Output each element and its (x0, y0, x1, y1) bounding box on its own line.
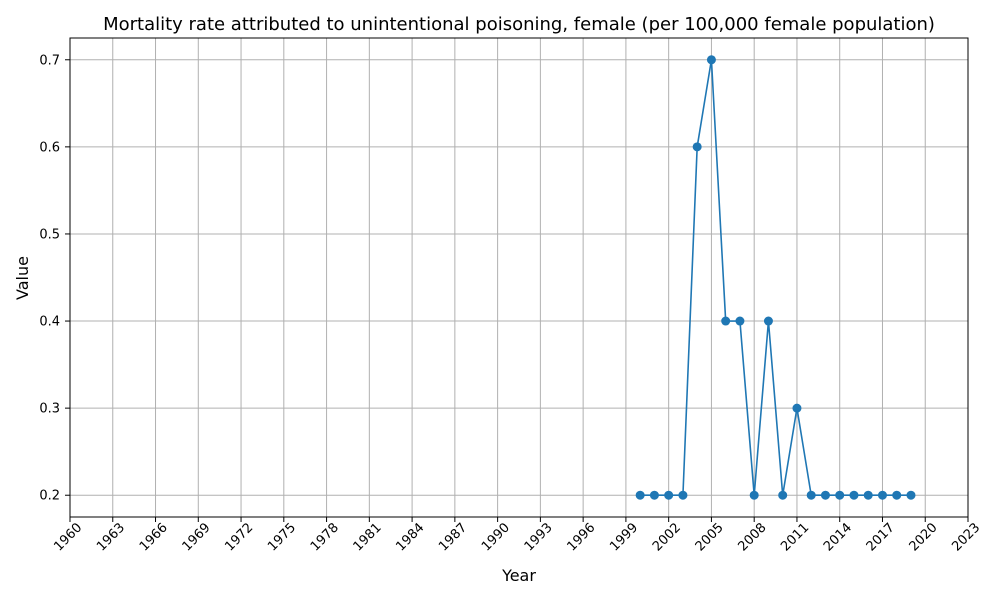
x-tick-label: 2011 (778, 520, 812, 554)
data-point (792, 403, 802, 413)
data-point (692, 142, 702, 152)
x-tick-label: 2020 (907, 520, 941, 554)
x-tick-label: 1972 (222, 520, 256, 554)
data-point (635, 490, 645, 500)
data-point (906, 490, 916, 500)
x-tick-label: 1987 (436, 520, 470, 554)
x-tick-label: 1969 (180, 520, 214, 554)
y-tick-label: 0.7 (39, 53, 60, 68)
plot-frame (69, 37, 969, 518)
data-point (735, 316, 745, 326)
data-point (721, 316, 731, 326)
data-point (863, 490, 873, 500)
series-line (640, 59, 911, 497)
x-tick-label: 1975 (265, 520, 299, 554)
x-tick-label: 1990 (479, 520, 513, 554)
data-point (706, 55, 716, 65)
y-tick-label: 0.4 (39, 315, 60, 330)
x-tick-label: 1984 (393, 520, 427, 554)
x-tick-label: 1978 (308, 520, 342, 554)
x-tick-label: 2008 (735, 520, 769, 554)
y-tick-label: 0.2 (39, 489, 60, 504)
y-tick-label: 0.6 (39, 140, 60, 155)
data-point (877, 490, 887, 500)
y-tick-label: 0.3 (39, 402, 60, 417)
x-tick-label: 1960 (51, 520, 85, 554)
chart-title: Mortality rate attributed to unintention… (103, 14, 935, 35)
data-point (820, 490, 830, 500)
x-tick-label: 1999 (607, 520, 641, 554)
x-tick-label: 1996 (564, 520, 598, 554)
data-point (649, 490, 659, 500)
y-axis-label: Value (13, 256, 32, 300)
x-tick-label: 2002 (650, 520, 684, 554)
data-point (664, 490, 674, 500)
axes-layer: 1960 1963 1966 1969 1972 1975 1978 1981 1984 1987… (39, 37, 983, 554)
x-tick-label: 2023 (949, 520, 983, 554)
series-layer (635, 55, 916, 500)
x-tick-label: 1993 (522, 520, 556, 554)
x-tick-label: 1966 (137, 520, 171, 554)
data-point (678, 490, 688, 500)
y-tick-label: 0.5 (39, 227, 60, 242)
data-point (763, 316, 773, 326)
x-tick-label: 2017 (864, 520, 898, 554)
data-point (835, 490, 845, 500)
data-point (849, 490, 859, 500)
data-point (806, 490, 816, 500)
x-tick-label: 2005 (693, 520, 727, 554)
x-tick-label: 1981 (351, 520, 385, 554)
data-point (749, 490, 759, 500)
x-tick-label: 2014 (821, 520, 855, 554)
x-tick-label: 1963 (94, 520, 128, 554)
data-point (778, 490, 788, 500)
grid-layer (69, 38, 969, 517)
x-axis-label: Year (501, 566, 536, 585)
data-point (892, 490, 902, 500)
